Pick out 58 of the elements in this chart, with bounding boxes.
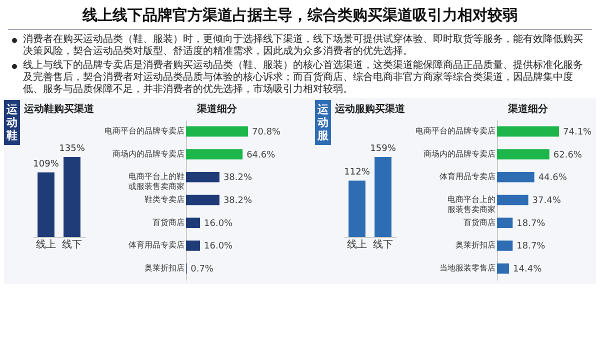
x-tick-label: 线下 [62,238,82,250]
chart-title: 运动鞋购买渠道 [23,103,95,115]
y-tick-label: 体育用品专卖店 [128,240,184,250]
bar [186,149,243,160]
data-label: 74.1% [563,127,592,138]
bar [497,194,528,206]
data-label: 18.7% [516,218,546,229]
bar [497,240,513,251]
y-tick-label: 电商平台上的鞋或服装售卖商家 [128,172,184,192]
bar [186,126,248,137]
bar [497,218,513,228]
bar [186,172,220,182]
y-tick-label: 商场内的品牌专卖店 [112,149,184,158]
bar [497,172,534,182]
text: 消费者在购买运动品类（鞋、服装）时，更倾向于选择线下渠道，线下场景可提供试穿体验、即时取货等服务，能有效降低购买决策风险，契合运动品类对版型、舒适度的精准需求，因此成为众多消费者的优先选择。 [23,34,584,58]
y-tick-label: 奥莱折扣店 [456,240,496,250]
data-label: 16.0% [204,218,234,229]
data-label: 44.6% [538,173,568,184]
y-tick-label: 百货商店 [464,218,496,227]
data-label: 0.7% [190,264,214,275]
data-label: 159% [370,144,396,154]
bar [186,194,220,206]
bar [497,126,559,137]
data-label: 16.0% [204,242,234,252]
data-label: 38.2% [223,173,252,184]
text: 线上线下品牌官方渠道占据主导，综合类购买渠道吸引力相对较弱 [8,6,592,30]
bar [497,149,550,160]
y-tick-label: 当地服装零售店 [440,264,496,273]
x-tick-label: 线上 [36,238,56,250]
text: 运动服 [317,103,329,142]
y-tick-label: 商场内的品牌专卖店 [424,149,496,158]
data-label: 109% [33,159,60,170]
y-tick-label: 百货商店 [152,218,184,227]
text: 运动鞋 [6,103,18,142]
data-label: 18.7% [516,242,546,252]
bar [186,240,200,251]
y-tick-label: 电商平台的品牌专卖店 [104,126,184,136]
data-label: 64.6% [246,150,276,160]
x-tick-label: 线下 [373,238,393,250]
data-label: 14.4% [513,264,542,275]
bar [186,218,200,228]
chart-title: 渠道细分 [507,103,549,115]
y-tick-label: 鞋类专卖店 [144,195,184,204]
bar [497,263,510,274]
text: 线上与线下的品牌专卖店是消费者购买运动品类（鞋、服装）的核心首选渠道，这类渠道能保障商品正品质量、提供标准化服务及完善售后，契合消费者对运动品类品质与体验的核心诉求；而百货商店、综合电商非官方商家等综合类渠道，因品牌集中度低、服务与品质保障不足，并非消费者的优先选择，市场吸引力相对较弱。 [23,60,584,96]
y-tick-label: 电商平台的品牌专卖店 [416,126,496,136]
data-label: 135% [59,144,86,154]
data-label: 70.8% [252,127,282,138]
y-tick-label: 体育用品专卖店 [440,172,496,182]
chart-title: 运动服购买渠道 [334,103,406,115]
data-label: 112% [344,168,370,178]
x-tick-label: 线上 [347,238,367,250]
data-label: 62.6% [553,150,582,160]
data-label: 37.4% [532,196,562,206]
chart-title: 渠道细分 [196,103,238,115]
y-tick-label: 奥莱折扣店 [144,264,184,273]
y-tick-label: 电商平台上的服装售卖商家 [448,195,496,214]
data-label: 38.2% [223,196,252,206]
